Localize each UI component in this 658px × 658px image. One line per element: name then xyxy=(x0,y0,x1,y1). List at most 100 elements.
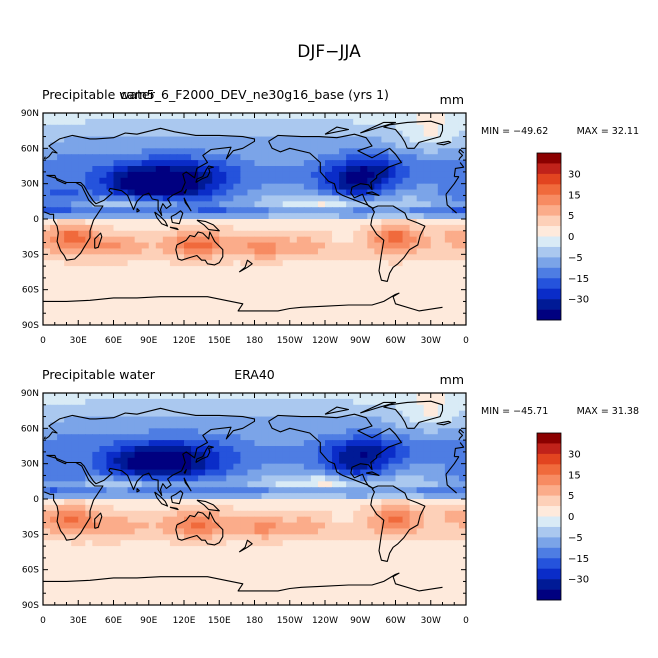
field-cell xyxy=(296,260,305,267)
field-cell xyxy=(127,552,136,559)
field-cell xyxy=(113,171,122,179)
field-cell xyxy=(205,563,213,571)
field-cell xyxy=(212,563,220,571)
field-cell xyxy=(205,207,213,214)
field-cell xyxy=(134,522,143,530)
field-cell xyxy=(395,404,404,412)
field-cell xyxy=(240,142,249,149)
field-cell xyxy=(282,289,291,297)
field-cell xyxy=(198,207,206,214)
field-cell xyxy=(240,481,249,488)
field-cell xyxy=(247,230,256,238)
field-cell xyxy=(388,457,397,465)
field-cell xyxy=(247,207,256,214)
field-cell xyxy=(240,422,249,429)
field-cell xyxy=(395,260,404,267)
field-cell xyxy=(317,493,326,500)
field-cell xyxy=(57,177,65,185)
field-cell xyxy=(169,404,178,412)
field-cell xyxy=(240,301,249,308)
field-cell xyxy=(451,319,460,325)
field-cell xyxy=(85,493,93,500)
field-cell xyxy=(296,295,305,303)
field-cell xyxy=(374,118,382,126)
field-cell xyxy=(381,301,390,308)
field-cell xyxy=(296,563,305,571)
field-cell xyxy=(444,207,453,214)
field-cell xyxy=(99,587,108,594)
field-cell xyxy=(148,540,157,547)
field-cell xyxy=(346,510,354,518)
field-cell xyxy=(85,475,93,482)
field-cell xyxy=(57,124,65,132)
field-cell xyxy=(381,195,390,202)
field-cell xyxy=(353,272,361,279)
field-cells xyxy=(43,113,466,325)
field-cell xyxy=(205,307,213,314)
field-cell xyxy=(71,499,79,506)
panel-model: 0 30E 60E 90E 120E 150E 180 150W 120W 90W 60W 30W 09… xyxy=(21,87,639,346)
field-cell xyxy=(169,207,178,214)
field-cell xyxy=(451,493,460,500)
field-cell xyxy=(268,546,277,553)
field-cell xyxy=(176,183,185,191)
field-cell xyxy=(43,552,51,559)
field-cell xyxy=(127,301,136,308)
field-cell xyxy=(458,493,466,500)
field-cell xyxy=(444,575,453,583)
field-cell xyxy=(437,260,446,267)
field-cell xyxy=(205,528,213,535)
field-cell xyxy=(268,599,277,605)
field-cell xyxy=(176,446,185,453)
field-cell xyxy=(395,475,404,482)
field-cell xyxy=(247,118,256,126)
field-cell xyxy=(50,457,58,465)
field-cell xyxy=(423,528,432,535)
field-cell xyxy=(113,469,122,477)
field-cell xyxy=(317,398,326,406)
field-cell xyxy=(233,177,241,185)
field-cell xyxy=(296,242,305,250)
field-cell xyxy=(409,230,418,238)
field-cell xyxy=(310,593,319,600)
field-cell xyxy=(416,248,425,255)
field-cell xyxy=(275,171,284,179)
field-cell xyxy=(240,534,249,541)
field-cell xyxy=(360,428,368,435)
field-cell xyxy=(106,248,115,255)
field-cell xyxy=(43,493,51,500)
field-cell xyxy=(430,475,439,482)
field-cell xyxy=(402,540,411,547)
field-cell xyxy=(317,393,326,400)
field-cell xyxy=(423,581,432,588)
field-cell xyxy=(169,236,178,244)
field-cell xyxy=(444,118,453,126)
field-cell xyxy=(106,201,115,208)
colorbar-label: 5 xyxy=(568,211,574,222)
field-cell xyxy=(240,295,249,303)
field-cell xyxy=(233,599,241,605)
field-cell xyxy=(310,404,319,412)
field-cell xyxy=(325,510,333,518)
coastline xyxy=(254,292,443,312)
field-cell xyxy=(71,587,79,594)
field-cell xyxy=(50,546,58,553)
field-cell xyxy=(339,422,347,429)
field-cell xyxy=(141,260,150,267)
field-cell xyxy=(141,463,150,471)
field-cell xyxy=(184,499,192,506)
field-cell xyxy=(409,410,418,418)
field-cell xyxy=(317,124,326,132)
field-cell xyxy=(346,557,354,565)
field-cell xyxy=(332,189,340,197)
field-cell xyxy=(282,113,291,120)
field-cell xyxy=(148,493,157,500)
field-cell xyxy=(430,142,439,149)
field-cell xyxy=(127,546,136,553)
field-cell xyxy=(64,475,72,482)
field-cell xyxy=(317,563,326,571)
field-cell xyxy=(141,177,150,185)
field-cell xyxy=(155,118,164,126)
field-cell xyxy=(353,499,361,506)
field-cell xyxy=(198,171,206,179)
